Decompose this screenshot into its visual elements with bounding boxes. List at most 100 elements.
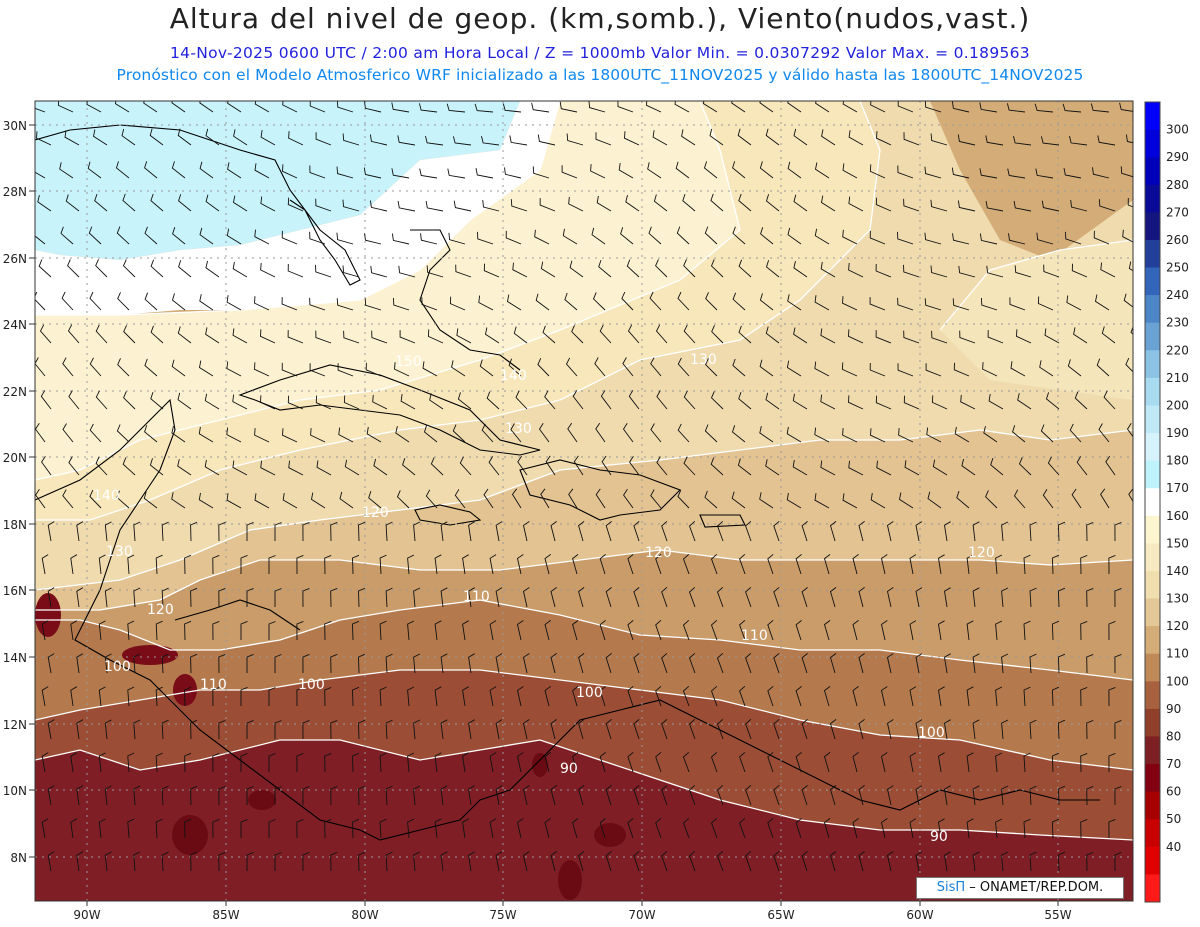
wind-barb (407, 818, 415, 839)
wind-barb (240, 818, 248, 838)
wind-barb (274, 852, 282, 871)
wind-barb (682, 619, 690, 641)
wind-barb (232, 328, 248, 344)
wind-barb (274, 786, 282, 805)
wind-barb (599, 620, 606, 641)
wind-barb (938, 686, 945, 707)
wind-barb (177, 459, 192, 476)
wind-barb (564, 292, 578, 311)
wind-barb (952, 233, 970, 245)
wind-barb (944, 851, 951, 872)
wind-barb (915, 653, 923, 674)
band-80-90 (35, 740, 1133, 901)
wind-barb (391, 102, 410, 113)
wind-barb (598, 259, 612, 278)
wind-barb (1101, 326, 1116, 344)
wind-barb (161, 785, 169, 806)
colorbar-swatch (1145, 129, 1160, 158)
wind-barb (35, 107, 46, 113)
wind-barb (661, 784, 668, 806)
wind-barb (979, 233, 998, 245)
wind-barb (330, 587, 338, 608)
wind-barb (232, 394, 248, 410)
wind-barb (897, 363, 914, 377)
lon-label: 60W (906, 908, 933, 922)
wind-barb (732, 292, 746, 311)
wind-barb (98, 554, 106, 575)
wind-barb (133, 851, 141, 872)
wind-barb (1094, 294, 1110, 311)
wind-barb (1007, 168, 1026, 179)
wind-barb (1128, 261, 1133, 272)
wind-barb (62, 357, 74, 377)
wind-barb (821, 195, 836, 212)
wind-barb (1080, 686, 1088, 707)
wind-barb (516, 818, 524, 839)
wind-barb (177, 392, 192, 410)
wind-barb (683, 259, 696, 278)
wind-barb (1096, 358, 1110, 377)
wind-barb (336, 166, 354, 179)
wind-barb (1128, 488, 1133, 503)
wind-barb (198, 492, 214, 509)
wind-barb (1014, 265, 1032, 278)
wind-barb (516, 620, 524, 641)
wind-barb (274, 522, 282, 541)
wind-barb (1001, 653, 1009, 674)
wind-barb (392, 297, 410, 311)
wind-barb (316, 460, 332, 476)
wind-barb (60, 226, 74, 245)
wind-barb (842, 163, 858, 179)
wind-barb (483, 488, 494, 509)
wind-barb (1045, 392, 1060, 410)
wind-barb (199, 360, 214, 377)
colorbar-swatch (1145, 543, 1160, 572)
wind-barb (765, 392, 780, 410)
wind-barb (190, 653, 198, 674)
wind-barb (397, 135, 416, 146)
wind-barb (399, 330, 416, 344)
wind-barb (1001, 785, 1009, 806)
wind-barb (117, 292, 130, 311)
colorbar-label: 50 (1166, 812, 1181, 826)
wind-barb (190, 719, 198, 740)
wind-barb (1066, 295, 1082, 311)
wind-barb (1051, 752, 1060, 773)
wind-barb (358, 521, 366, 542)
wind-barb (710, 193, 724, 212)
wind-barb (407, 686, 415, 707)
wind-barb (655, 685, 662, 707)
colorbar-swatch (1145, 488, 1160, 517)
wind-barb (823, 686, 831, 707)
colorbar-swatch (1145, 791, 1160, 820)
wind-barb (875, 330, 892, 344)
wind-barb (875, 263, 892, 278)
lon-axis: 90W 85W 80W 75W 70W 65W 60W 55W (73, 908, 1071, 922)
band-160-170 (35, 101, 740, 480)
wind-barb (92, 129, 108, 146)
band-150-160 (35, 101, 880, 520)
wind-barb (716, 520, 724, 542)
wind-barb (459, 456, 472, 476)
wind-barb (972, 653, 980, 674)
wind-barb (227, 162, 242, 179)
wind-barb (495, 851, 503, 872)
wind-barb (218, 785, 226, 806)
lon-label: 70W (628, 908, 655, 922)
wind-barb (745, 850, 752, 872)
wind-barb (254, 493, 270, 509)
wind-barb (842, 229, 858, 245)
wind-barb (924, 166, 942, 179)
wind-barb (1080, 818, 1088, 839)
contour-lines (35, 101, 1133, 841)
wind-barb (930, 199, 948, 212)
contour-label: 120 (645, 545, 672, 561)
wind-barb (364, 298, 382, 311)
wind-barb (1063, 168, 1082, 179)
wind-barb (1043, 264, 1060, 278)
wind-barb (122, 193, 136, 212)
wind-barb (880, 620, 888, 641)
wind-barb (814, 228, 830, 245)
wind-barb (35, 488, 46, 509)
wind-barb (396, 490, 410, 509)
